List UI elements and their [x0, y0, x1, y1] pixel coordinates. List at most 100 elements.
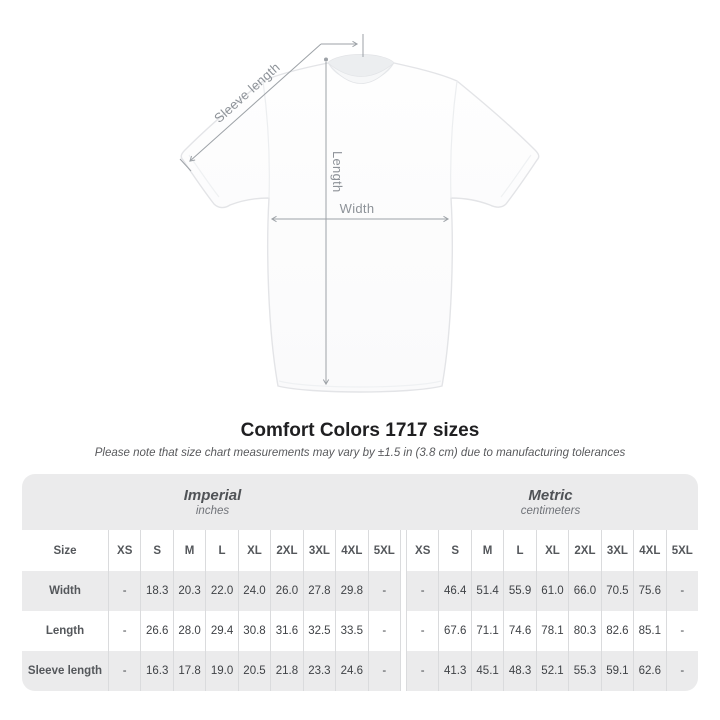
value-cell: 75.6: [633, 571, 666, 611]
size-header-row: Size XS S M L XL 2XL 3XL 4XL 5XL XS S M …: [22, 530, 698, 571]
group-divider: [399, 611, 406, 651]
table-row-sleeve-length: Sleeve length - 16.3 17.8 19.0 20.5 21.8…: [22, 651, 698, 691]
row-label: Width: [22, 571, 108, 611]
value-cell: 32.5: [302, 611, 335, 651]
value-cell: 23.3: [302, 651, 336, 691]
size-col-header: 2XL: [568, 530, 600, 571]
value-cell: 80.3: [568, 611, 600, 651]
value-cell: 26.6: [140, 611, 172, 651]
size-col-header: M: [470, 530, 503, 571]
size-col-header: 3XL: [600, 530, 633, 571]
value-cell: 59.1: [600, 651, 634, 691]
sleeve-length-line: [189, 43, 322, 162]
group-divider: [399, 651, 406, 691]
length-label: Length: [330, 151, 345, 193]
tshirt-illustration: [180, 54, 540, 393]
value-cell: -: [665, 651, 698, 691]
value-cell: 33.5: [335, 611, 367, 651]
metric-sublabel: centimeters: [520, 505, 581, 517]
value-cell: 55.3: [568, 651, 601, 691]
value-cell: 48.3: [503, 651, 536, 691]
value-cell: -: [367, 651, 400, 691]
row-label: Sleeve length: [22, 651, 108, 691]
value-cell: 41.3: [438, 651, 471, 691]
value-cell: -: [367, 571, 400, 611]
value-cell: -: [108, 611, 140, 651]
value-cell: 29.4: [205, 611, 237, 651]
size-col-header: XL: [237, 530, 270, 571]
imperial-label: Imperial: [183, 487, 242, 504]
value-cell: 45.1: [470, 651, 504, 691]
table-row-length: Length - 26.6 28.0 29.4 30.8 31.6 32.5 3…: [22, 611, 698, 651]
tshirt-diagram-svg: Sleeve length Length Width: [179, 34, 540, 393]
dimension-lines: [179, 34, 450, 386]
size-col-header: S: [438, 530, 470, 571]
size-col-header: XL: [535, 530, 568, 571]
value-cell: 52.1: [535, 651, 569, 691]
group-divider: [399, 571, 406, 611]
value-cell: -: [665, 571, 698, 611]
size-col-header: L: [503, 530, 535, 571]
size-col-header: 2XL: [270, 530, 302, 571]
size-col-header: 4XL: [335, 530, 367, 571]
value-cell: -: [367, 611, 400, 651]
value-cell: 24.6: [335, 651, 368, 691]
size-chart-table: Imperial inches Metric centimeters Size …: [22, 474, 698, 691]
value-cell: 28.0: [172, 611, 205, 651]
size-col-header: 3XL: [302, 530, 335, 571]
value-cell: 30.8: [237, 611, 270, 651]
value-cell: 31.6: [270, 611, 302, 651]
value-cell: 29.8: [335, 571, 368, 611]
size-col-header: XS: [108, 530, 140, 571]
collar-band: [327, 62, 395, 84]
value-cell: 67.6: [438, 611, 470, 651]
value-cell: 70.5: [600, 571, 634, 611]
size-col-header: L: [205, 530, 237, 571]
value-cell: 85.1: [633, 611, 665, 651]
value-cell: 20.5: [237, 651, 271, 691]
unit-header-band: Imperial inches Metric centimeters: [22, 474, 698, 530]
imperial-sublabel: inches: [195, 505, 230, 517]
size-col-header: S: [140, 530, 172, 571]
value-cell: 74.6: [503, 611, 535, 651]
value-cell: -: [108, 651, 141, 691]
value-cell: 66.0: [568, 571, 601, 611]
value-cell: 46.4: [438, 571, 471, 611]
value-cell: 20.3: [172, 571, 206, 611]
collar-point-dot: [324, 57, 328, 62]
value-cell: -: [405, 571, 439, 611]
metric-header: Metric centimeters: [403, 474, 698, 530]
value-cell: 61.0: [535, 571, 569, 611]
table-row-width: Width - 18.3 20.3 22.0 24.0 26.0 27.8 29…: [22, 571, 698, 611]
imperial-header: Imperial inches: [22, 474, 403, 530]
tshirt-measurement-diagram: Sleeve length Length Width: [179, 34, 540, 393]
value-cell: -: [108, 571, 141, 611]
value-cell: -: [665, 611, 698, 651]
row-label: Length: [45, 625, 85, 637]
value-cell: 27.8: [302, 571, 336, 611]
value-cell: -: [405, 651, 439, 691]
value-cell: 16.3: [140, 651, 173, 691]
value-cell: 24.0: [237, 571, 271, 611]
value-cell: 19.0: [205, 651, 238, 691]
value-cell: 22.0: [205, 571, 238, 611]
value-cell: 82.6: [600, 611, 633, 651]
value-cell: 71.1: [470, 611, 503, 651]
value-cell: 21.8: [270, 651, 303, 691]
group-divider: [399, 530, 406, 571]
tolerance-note: Please note that size chart measurements…: [94, 447, 626, 459]
value-cell: 55.9: [503, 571, 536, 611]
value-cell: 17.8: [172, 651, 206, 691]
size-col-header: 5XL: [367, 530, 400, 571]
size-col-header: 4XL: [633, 530, 665, 571]
value-cell: 78.1: [535, 611, 568, 651]
value-cell: 18.3: [140, 571, 173, 611]
page-title: Comfort Colors 1717 sizes: [240, 420, 480, 441]
value-cell: 51.4: [470, 571, 504, 611]
size-col-header: M: [172, 530, 205, 571]
metric-label: Metric: [528, 487, 573, 504]
size-col-header: 5XL: [665, 530, 698, 571]
size-column-header: Size: [53, 544, 77, 557]
value-cell: 26.0: [270, 571, 303, 611]
